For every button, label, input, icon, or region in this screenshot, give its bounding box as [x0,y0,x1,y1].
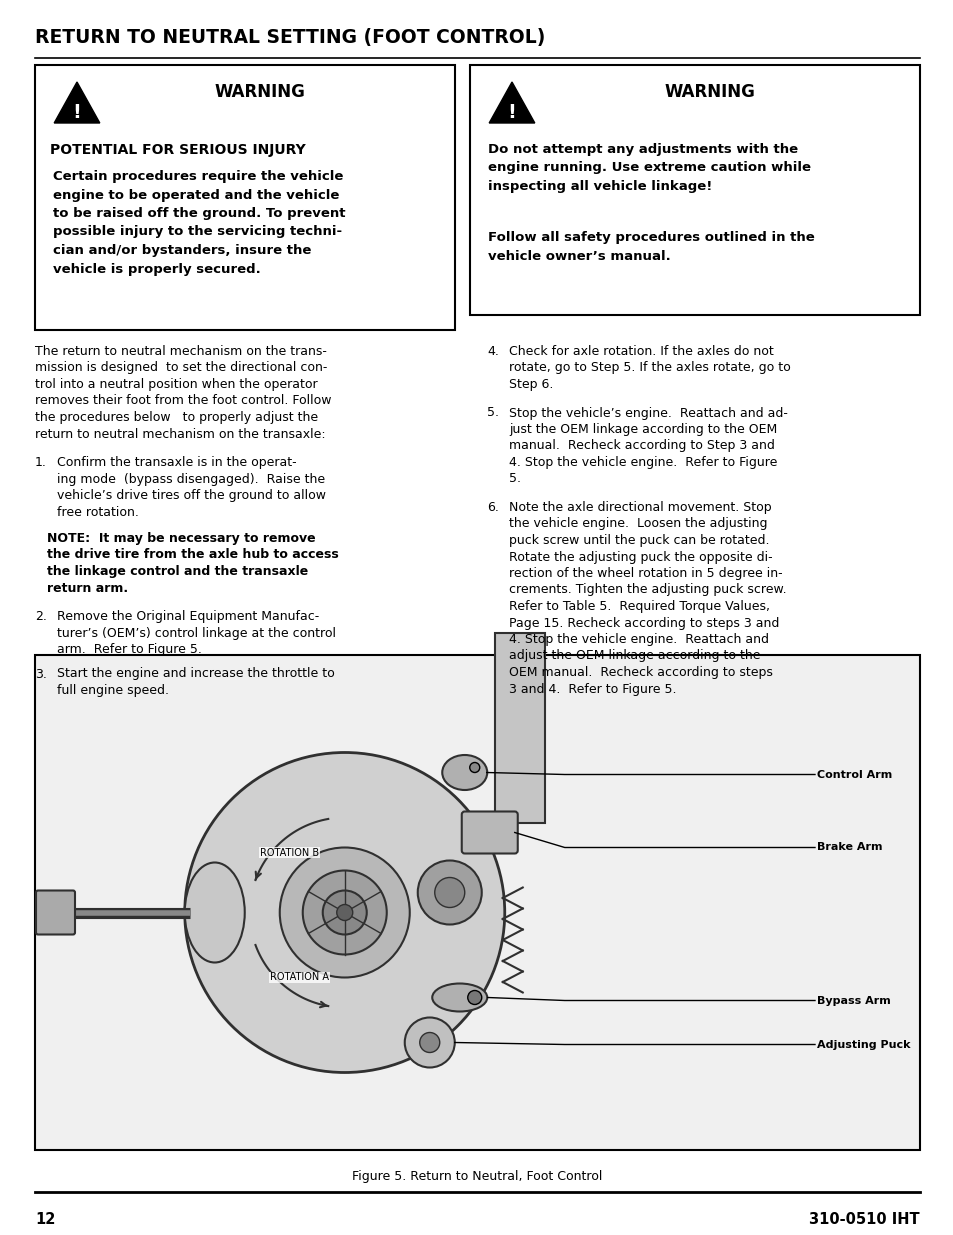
Text: possible injury to the servicing techni-: possible injury to the servicing techni- [53,226,342,238]
Circle shape [185,752,504,1072]
Text: WARNING: WARNING [214,83,305,101]
Circle shape [279,847,410,977]
Text: trol into a neutral position when the operator: trol into a neutral position when the op… [35,378,317,391]
Text: NOTE:  It may be necessary to remove: NOTE: It may be necessary to remove [47,532,315,545]
Text: Rotate the adjusting puck the opposite di-: Rotate the adjusting puck the opposite d… [509,551,772,563]
Ellipse shape [185,862,245,962]
Text: Control Arm: Control Arm [816,769,891,779]
Text: the linkage control and the transaxle: the linkage control and the transaxle [47,564,308,578]
Circle shape [467,990,481,1004]
Text: turer’s (OEM’s) control linkage at the control: turer’s (OEM’s) control linkage at the c… [57,626,335,640]
Text: return arm.: return arm. [47,582,128,594]
Text: ROTATION A: ROTATION A [270,972,329,983]
Text: inspecting all vehicle linkage!: inspecting all vehicle linkage! [488,180,712,193]
Text: ROTATION B: ROTATION B [260,847,319,857]
Text: 6.: 6. [486,501,498,514]
Text: Brake Arm: Brake Arm [816,842,882,852]
Text: RETURN TO NEUTRAL SETTING (FOOT CONTROL): RETURN TO NEUTRAL SETTING (FOOT CONTROL) [35,28,545,47]
Circle shape [419,1032,439,1052]
Text: adjust the OEM linkage according to the: adjust the OEM linkage according to the [509,650,760,662]
Text: 2.: 2. [35,610,47,622]
Polygon shape [54,82,100,124]
Text: 4. Stop the vehicle engine.  Reattach and: 4. Stop the vehicle engine. Reattach and [509,634,768,646]
Text: Confirm the transaxle is in the operat-: Confirm the transaxle is in the operat- [57,456,296,469]
Text: ing mode  (bypass disengaged).  Raise the: ing mode (bypass disengaged). Raise the [57,473,325,485]
Text: 12: 12 [35,1212,55,1228]
Bar [35,65,455,330]
Text: Adjusting Puck: Adjusting Puck [816,1040,909,1050]
Text: the drive tire from the axle hub to access: the drive tire from the axle hub to acce… [47,548,338,562]
Text: the procedures below   to properly adjust the: the procedures below to properly adjust … [35,411,317,424]
Text: removes their foot from the foot control. Follow: removes their foot from the foot control… [35,394,331,408]
Text: Bypass Arm: Bypass Arm [816,995,890,1005]
Text: 4. Stop the vehicle engine.  Refer to Figure: 4. Stop the vehicle engine. Refer to Fig… [509,456,777,469]
Text: Do not attempt any adjustments with the: Do not attempt any adjustments with the [488,143,798,156]
Text: engine running. Use extreme caution while: engine running. Use extreme caution whil… [488,162,810,174]
Ellipse shape [432,983,487,1011]
Text: WARNING: WARNING [664,83,755,101]
Circle shape [417,861,481,925]
Circle shape [404,1018,455,1067]
Text: Stop the vehicle’s engine.  Reattach and ad-: Stop the vehicle’s engine. Reattach and … [509,406,787,420]
Text: return to neutral mechanism on the transaxle:: return to neutral mechanism on the trans… [35,427,325,441]
Text: rotate, go to Step 5. If the axles rotate, go to: rotate, go to Step 5. If the axles rotat… [509,362,790,374]
Text: cian and/or bystanders, insure the: cian and/or bystanders, insure the [53,245,311,257]
Text: OEM manual.  Recheck according to steps: OEM manual. Recheck according to steps [509,666,772,679]
Text: engine to be operated and the vehicle: engine to be operated and the vehicle [53,189,339,201]
Circle shape [322,890,366,935]
Circle shape [302,871,386,955]
Text: arm.  Refer to Figure 5.: arm. Refer to Figure 5. [57,643,202,656]
Circle shape [469,762,479,773]
Text: free rotation.: free rotation. [57,505,139,519]
Text: Remove the Original Equipment Manufac-: Remove the Original Equipment Manufac- [57,610,319,622]
Text: vehicle is properly secured.: vehicle is properly secured. [53,263,260,275]
Text: mission is designed  to set the directional con-: mission is designed to set the direction… [35,362,327,374]
Text: Check for axle rotation. If the axles do not: Check for axle rotation. If the axles do… [509,345,773,358]
Text: manual.  Recheck according to Step 3 and: manual. Recheck according to Step 3 and [509,440,774,452]
Text: !: ! [72,103,81,121]
Text: Refer to Table 5.  Required Torque Values,: Refer to Table 5. Required Torque Values… [509,600,769,613]
FancyBboxPatch shape [461,811,517,853]
Text: the vehicle engine.  Loosen the adjusting: the vehicle engine. Loosen the adjusting [509,517,767,531]
Polygon shape [489,82,535,124]
Text: !: ! [507,103,516,121]
Bar [35,655,919,1150]
Text: vehicle’s drive tires off the ground to allow: vehicle’s drive tires off the ground to … [57,489,326,501]
Circle shape [336,904,353,920]
Text: Certain procedures require the vehicle: Certain procedures require the vehicle [53,170,343,183]
FancyBboxPatch shape [36,890,75,935]
Text: 3 and 4.  Refer to Figure 5.: 3 and 4. Refer to Figure 5. [509,683,676,695]
Text: POTENTIAL FOR SERIOUS INJURY: POTENTIAL FOR SERIOUS INJURY [50,143,305,157]
Text: crements. Tighten the adjusting puck screw.: crements. Tighten the adjusting puck scr… [509,583,786,597]
Text: puck screw until the puck can be rotated.: puck screw until the puck can be rotated… [509,534,769,547]
Text: The return to neutral mechanism on the trans-: The return to neutral mechanism on the t… [35,345,327,358]
Text: just the OEM linkage according to the OEM: just the OEM linkage according to the OE… [509,424,777,436]
Ellipse shape [442,755,487,790]
Bar [495,632,544,823]
Text: 5.: 5. [486,406,498,420]
Text: 310-0510 IHT: 310-0510 IHT [808,1212,919,1228]
Text: Note the axle directional movement. Stop: Note the axle directional movement. Stop [509,501,771,514]
Text: 1.: 1. [35,456,47,469]
Text: Start the engine and increase the throttle to: Start the engine and increase the thrott… [57,667,335,680]
Circle shape [435,878,464,908]
Text: Figure 5. Return to Neutral, Foot Control: Figure 5. Return to Neutral, Foot Contro… [352,1170,602,1183]
Text: to be raised off the ground. To prevent: to be raised off the ground. To prevent [53,207,345,220]
Text: Page 15. Recheck according to steps 3 and: Page 15. Recheck according to steps 3 an… [509,616,779,630]
Text: 5.: 5. [509,473,520,485]
Text: 3.: 3. [35,667,47,680]
Text: rection of the wheel rotation in 5 degree in-: rection of the wheel rotation in 5 degre… [509,567,781,580]
Text: Step 6.: Step 6. [509,378,553,391]
Text: Follow all safety procedures outlined in the: Follow all safety procedures outlined in… [488,231,814,245]
Text: 4.: 4. [486,345,498,358]
Text: vehicle owner’s manual.: vehicle owner’s manual. [488,249,670,263]
Bar [470,65,919,315]
Text: full engine speed.: full engine speed. [57,684,169,697]
